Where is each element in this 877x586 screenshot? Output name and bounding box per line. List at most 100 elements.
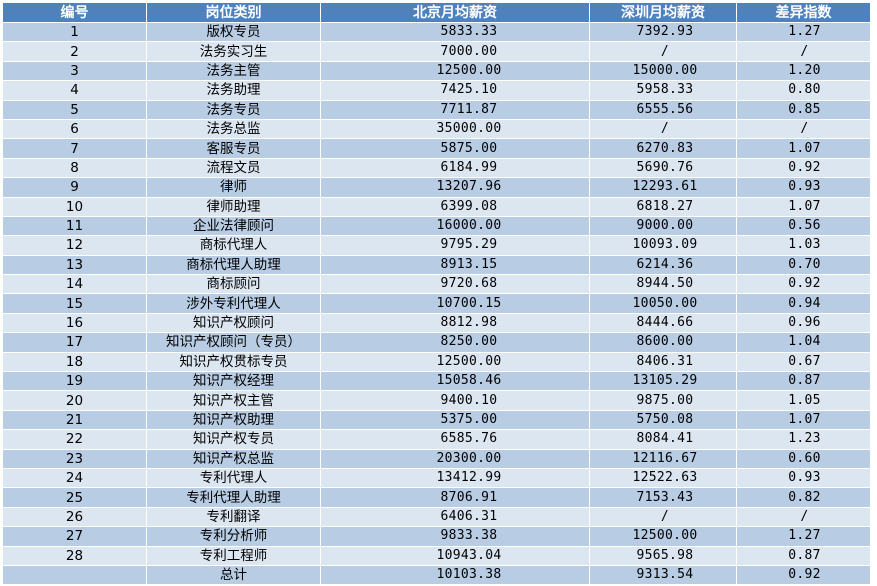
cell-beijing-salary: 13412.99: [320, 467, 590, 489]
table-row: 20 知识产权主管 9400.10 9875.00 1.05: [2, 390, 871, 411]
cell-beijing-salary: 8706.91: [320, 487, 590, 508]
cell-id: 4: [2, 80, 147, 101]
cell-beijing-salary: 6406.31: [320, 506, 590, 528]
cell-id: 28: [2, 545, 147, 566]
cell-difference-index: 1.07: [736, 138, 871, 159]
cell-id: 16: [2, 312, 147, 334]
cell-shenzhen-salary: 7392.93: [589, 21, 737, 43]
cell-beijing-salary: 6184.99: [320, 157, 590, 179]
cell-job-category: 涉外专利代理人: [146, 293, 321, 314]
table-row: 4 法务助理 7425.10 5958.33 0.80: [2, 80, 871, 101]
cell-id: [2, 564, 147, 586]
cell-id: 3: [2, 60, 147, 82]
cell-id: 11: [2, 215, 147, 237]
cell-shenzhen-salary: 13105.29: [589, 371, 737, 392]
cell-shenzhen-salary: 12116.67: [589, 448, 737, 469]
table-row: 21 知识产权助理 5375.00 5750.08 1.07: [2, 409, 871, 431]
cell-difference-index: 0.93: [736, 467, 871, 489]
table-body: 1 版权专员 5833.33 7392.93 1.27 2 法务实习生 7000.00//3 法…: [2, 21, 871, 586]
cell-shenzhen-salary: 5750.08: [589, 409, 737, 431]
cell-id: 24: [2, 467, 147, 489]
cell-beijing-salary: 9400.10: [320, 390, 590, 411]
cell-shenzhen-salary: 6214.36: [589, 254, 737, 276]
cell-job-category: 专利代理人: [146, 467, 321, 489]
cell-beijing-salary: 10103.38: [320, 564, 590, 586]
cell-difference-index: 0.94: [736, 293, 871, 314]
table-row: 16 知识产权顾问 8812.98 8444.66 0.96: [2, 312, 871, 334]
table-row: 8 流程文员 6184.99 5690.76 0.92: [2, 157, 871, 179]
table-header: 编号 岗位类别 北京月均薪资 深圳月均薪资 差异指数: [2, 2, 871, 23]
cell-difference-index: 1.07: [736, 196, 871, 217]
cell-id: 10: [2, 196, 147, 217]
cell-beijing-salary: 12500.00: [320, 60, 590, 82]
cell-id: 18: [2, 351, 147, 373]
cell-shenzhen-salary: 6270.83: [589, 138, 737, 159]
cell-id: 13: [2, 254, 147, 276]
cell-job-category: 专利翻译: [146, 506, 321, 528]
cell-shenzhen-salary: 9565.98: [589, 545, 737, 566]
cell-beijing-salary: 6399.08: [320, 196, 590, 217]
cell-difference-index: 0.87: [736, 371, 871, 392]
total-row: 总计 10103.38 9313.54 0.92: [2, 564, 871, 586]
cell-shenzhen-salary: /: [589, 41, 737, 62]
cell-job-category: 知识产权专员: [146, 429, 321, 450]
cell-shenzhen-salary: /: [589, 118, 737, 140]
cell-beijing-salary: 9833.38: [320, 526, 590, 547]
cell-shenzhen-salary: 10050.00: [589, 293, 737, 314]
cell-beijing-salary: 10700.15: [320, 293, 590, 314]
header-difference-index: 差异指数: [736, 2, 871, 23]
cell-shenzhen-salary: 10093.09: [589, 235, 737, 256]
cell-difference-index: 0.60: [736, 448, 871, 469]
cell-difference-index: /: [736, 118, 871, 140]
cell-difference-index: 0.67: [736, 351, 871, 373]
cell-difference-index: /: [736, 41, 871, 62]
cell-beijing-salary: 9795.29: [320, 235, 590, 256]
cell-id: 6: [2, 118, 147, 140]
cell-shenzhen-salary: 12500.00: [589, 526, 737, 547]
cell-shenzhen-salary: 12293.61: [589, 177, 737, 198]
cell-job-category: 律师: [146, 177, 321, 198]
table-row: 18 知识产权贯标专员 12500.00 8406.31 0.67: [2, 351, 871, 373]
cell-difference-index: 1.04: [736, 332, 871, 353]
cell-job-category: 商标代理人助理: [146, 254, 321, 276]
cell-beijing-salary: 8812.98: [320, 312, 590, 334]
cell-job-category: 专利分析师: [146, 526, 321, 547]
cell-id: 7: [2, 138, 147, 159]
cell-job-category: 商标代理人: [146, 235, 321, 256]
cell-job-category: 法务实习生: [146, 41, 321, 62]
cell-difference-index: 1.03: [736, 235, 871, 256]
cell-shenzhen-salary: 8944.50: [589, 274, 737, 295]
table-row: 23 知识产权总监 20300.00 12116.67 0.60: [2, 448, 871, 469]
cell-id: 15: [2, 293, 147, 314]
cell-id: 9: [2, 177, 147, 198]
cell-beijing-salary: 10943.04: [320, 545, 590, 566]
cell-id: 21: [2, 409, 147, 431]
table-row: 25 专利代理人助理 8706.91 7153.43 0.82: [2, 487, 871, 508]
cell-difference-index: 0.96: [736, 312, 871, 334]
table-row: 10 律师助理 6399.08 6818.27 1.07: [2, 196, 871, 217]
table-row: 9 律师 13207.96 12293.61 0.93: [2, 177, 871, 198]
cell-difference-index: 1.20: [736, 60, 871, 82]
cell-job-category: 专利代理人助理: [146, 487, 321, 508]
table-row: 13 商标代理人助理 8913.15 6214.36 0.70: [2, 254, 871, 276]
table-row: 26 专利翻译 6406.31//: [2, 506, 871, 528]
cell-id: 25: [2, 487, 147, 508]
cell-job-category: 知识产权顾问（专员）: [146, 332, 321, 353]
cell-job-category: 企业法律顾问: [146, 215, 321, 237]
table-row: 11 企业法律顾问 16000.00 9000.00 0.56: [2, 215, 871, 237]
cell-beijing-salary: 5833.33: [320, 21, 590, 43]
cell-beijing-salary: 5875.00: [320, 138, 590, 159]
cell-job-category: 法务专员: [146, 99, 321, 120]
cell-shenzhen-salary: 5690.76: [589, 157, 737, 179]
header-beijing-salary: 北京月均薪资: [320, 2, 590, 23]
cell-id: 14: [2, 274, 147, 295]
cell-job-category: 总计: [146, 564, 321, 586]
table-row: 22 知识产权专员 6585.76 8084.41 1.23: [2, 429, 871, 450]
cell-difference-index: 0.80: [736, 80, 871, 101]
cell-id: 19: [2, 371, 147, 392]
cell-id: 27: [2, 526, 147, 547]
cell-job-category: 知识产权主管: [146, 390, 321, 411]
cell-beijing-salary: 16000.00: [320, 215, 590, 237]
cell-job-category: 知识产权贯标专员: [146, 351, 321, 373]
